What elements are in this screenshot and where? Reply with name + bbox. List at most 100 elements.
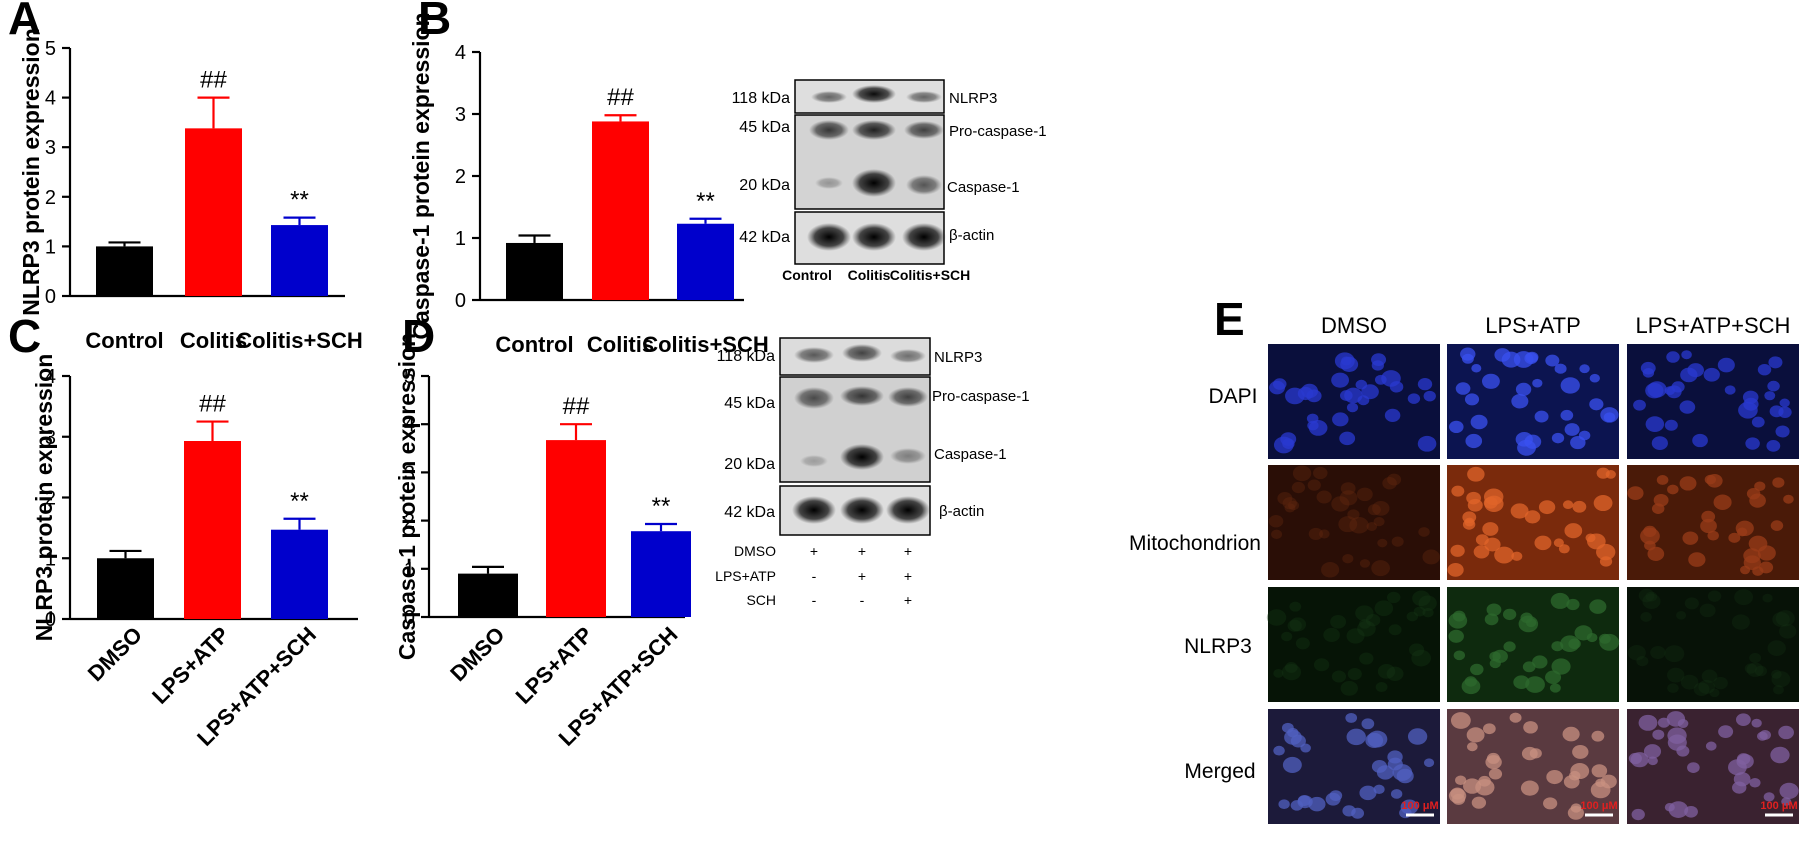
cell-nucleus	[1453, 650, 1466, 661]
significance-mark: **	[652, 493, 671, 520]
cell-nucleus	[1772, 477, 1785, 488]
bar	[184, 441, 241, 619]
cell-nucleus	[1593, 495, 1613, 512]
condition-mark: -	[812, 592, 817, 608]
cell-nucleus	[1560, 377, 1580, 394]
cell-nucleus	[1484, 495, 1504, 513]
lane-label: Colitis	[848, 267, 891, 283]
cell-nucleus	[1330, 615, 1347, 629]
if-image-cell: 100 μM	[1447, 709, 1619, 824]
blot-band	[794, 347, 834, 363]
panel-letter: B	[418, 0, 451, 44]
cell-nucleus	[1687, 762, 1700, 773]
bar	[185, 128, 242, 296]
cell-nucleus	[1450, 712, 1471, 729]
cell-nucleus	[1574, 625, 1593, 641]
condition-label: SCH	[746, 592, 776, 608]
cell-nucleus	[1371, 560, 1390, 577]
cell-nucleus	[1679, 476, 1697, 491]
if-image-cell: 100 μM	[1268, 709, 1440, 824]
cell-nucleus	[1745, 437, 1760, 450]
cell-nucleus	[1751, 718, 1762, 728]
cell-nucleus	[1570, 803, 1582, 813]
cell-nucleus	[1359, 652, 1374, 665]
y-axis-title: Caspase-1 protein expression	[408, 12, 434, 339]
cell-nucleus	[1590, 781, 1611, 799]
cell-nucleus	[1284, 662, 1298, 673]
cell-nucleus	[1374, 600, 1394, 617]
cell-nucleus	[1461, 678, 1481, 695]
chart-panel-b: B 0 1 2 3 4 Caspase-1 protein expression Contro…	[408, 0, 769, 357]
cell-nucleus	[1699, 603, 1716, 618]
cell-nucleus	[1307, 479, 1321, 491]
cell-nucleus	[1319, 529, 1330, 539]
cell-nucleus	[1308, 527, 1324, 540]
cell-nucleus	[1636, 655, 1649, 667]
bar	[271, 225, 328, 296]
cell-nucleus	[1494, 546, 1515, 564]
lane-label: Colitis+SCH	[890, 267, 971, 283]
cell-nucleus	[1679, 400, 1696, 414]
panel-letter: E	[1214, 293, 1245, 345]
cell-nucleus	[1448, 629, 1464, 643]
cell-nucleus	[1709, 688, 1720, 698]
if-image	[1268, 587, 1440, 702]
cell-nucleus	[1779, 782, 1799, 800]
cell-nucleus	[1778, 725, 1794, 740]
y-tick-label: 3	[45, 137, 56, 159]
cell-nucleus	[1664, 802, 1675, 812]
cell-nucleus	[1759, 729, 1771, 740]
if-image-cell: 100 μM	[1627, 709, 1799, 824]
cell-nucleus	[1746, 662, 1764, 677]
cell-nucleus	[1313, 466, 1328, 480]
x-category-label: DMSO	[445, 622, 509, 686]
x-category-label: Control	[85, 328, 163, 353]
cell-nucleus	[1640, 612, 1652, 622]
cell-nucleus	[1359, 785, 1377, 801]
condition-label: LPS+ATP	[715, 568, 776, 584]
significance-mark: **	[290, 488, 309, 515]
cell-nucleus	[1488, 768, 1503, 780]
cell-nucleus	[1757, 363, 1772, 376]
cell-nucleus	[1463, 778, 1482, 794]
cell-nucleus	[1515, 382, 1532, 396]
cell-nucleus	[1543, 797, 1558, 810]
cell-nucleus	[1667, 734, 1687, 751]
cell-nucleus	[1447, 562, 1464, 577]
cell-nucleus	[1407, 728, 1428, 745]
cell-nucleus	[1273, 669, 1284, 678]
cell-nucleus	[1633, 399, 1646, 411]
cell-nucleus	[1703, 367, 1720, 382]
protein-label: Pro-caspase-1	[932, 388, 1030, 405]
if-image	[1627, 587, 1799, 702]
y-tick-label: 2	[45, 187, 56, 209]
cell-nucleus	[1461, 353, 1474, 364]
cell-nucleus	[1295, 637, 1310, 650]
bar	[458, 573, 518, 617]
cell-nucleus	[1532, 655, 1548, 669]
cell-nucleus	[1450, 544, 1465, 557]
cell-nucleus	[1271, 529, 1283, 540]
cell-nucleus	[1653, 493, 1669, 507]
y-tick-label: 4	[45, 88, 56, 110]
y-tick-label: 3	[404, 462, 415, 484]
kda-label: 42 kDa	[739, 229, 790, 246]
y-tick-label: 4	[45, 366, 56, 388]
cell-nucleus	[1475, 534, 1489, 546]
y-tick-label: 1	[45, 236, 56, 258]
cell-nucleus	[1596, 467, 1610, 479]
cell-nucleus	[1572, 744, 1589, 759]
cell-nucleus	[1749, 778, 1761, 788]
cell-nucleus	[1371, 360, 1384, 371]
cell-nucleus	[1308, 420, 1328, 436]
blot-band	[840, 444, 884, 470]
cell-nucleus	[1743, 555, 1761, 571]
condition-mark: +	[858, 568, 866, 584]
blot-band	[852, 223, 896, 251]
cell-nucleus	[1520, 612, 1533, 623]
cell-nucleus	[1346, 628, 1365, 644]
if-image-cell	[1627, 465, 1799, 580]
x-category-label: Colitis+SCH	[642, 332, 769, 357]
condition-mark: +	[904, 543, 912, 559]
